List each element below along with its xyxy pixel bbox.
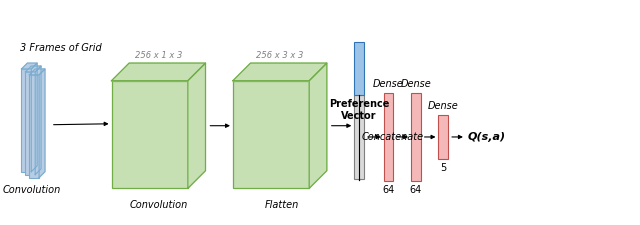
Text: Dense: Dense (428, 101, 459, 111)
Polygon shape (188, 63, 205, 188)
Text: Dense: Dense (401, 79, 431, 89)
FancyBboxPatch shape (111, 81, 188, 188)
FancyBboxPatch shape (22, 69, 31, 172)
Text: Convolution: Convolution (129, 200, 188, 210)
Text: 64: 64 (382, 185, 395, 195)
Text: 256 x 1 x 3: 256 x 1 x 3 (135, 51, 182, 60)
FancyBboxPatch shape (233, 81, 309, 188)
Polygon shape (309, 63, 327, 188)
Polygon shape (111, 63, 205, 81)
Polygon shape (31, 63, 37, 172)
Text: 64: 64 (410, 185, 422, 195)
FancyBboxPatch shape (26, 72, 35, 175)
Text: 3 Frames of Grid: 3 Frames of Grid (20, 43, 101, 53)
FancyBboxPatch shape (411, 93, 420, 181)
Text: Convolution: Convolution (2, 185, 60, 195)
FancyBboxPatch shape (354, 95, 364, 179)
Text: Dense: Dense (373, 79, 404, 89)
Text: Concatenate: Concatenate (362, 132, 424, 142)
FancyBboxPatch shape (354, 42, 364, 95)
Text: Q(s,a): Q(s,a) (468, 132, 506, 142)
Text: Preference
Vector: Preference Vector (329, 99, 389, 121)
Text: Flatten: Flatten (265, 200, 299, 210)
FancyBboxPatch shape (438, 115, 448, 159)
Polygon shape (26, 66, 41, 72)
Polygon shape (29, 69, 45, 75)
FancyBboxPatch shape (383, 93, 394, 181)
Polygon shape (39, 69, 45, 178)
Text: 5: 5 (440, 163, 447, 173)
Polygon shape (22, 63, 37, 69)
Text: 256 x 3 x 3: 256 x 3 x 3 (256, 51, 303, 60)
Polygon shape (233, 63, 327, 81)
FancyBboxPatch shape (29, 75, 39, 178)
Polygon shape (35, 66, 41, 175)
